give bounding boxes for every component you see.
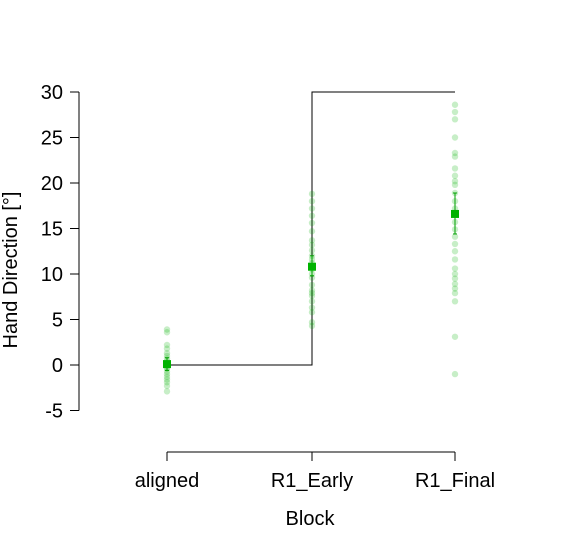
x-tick-label-R1_Final: R1_Final (415, 470, 495, 492)
data-point-R1_Final-26 (451, 298, 459, 305)
data-point-aligned-3 (163, 345, 171, 352)
data-point-aligned-1 (163, 329, 171, 336)
data-point-R1_Final-4 (451, 149, 459, 157)
data-point-aligned-13 (163, 370, 171, 378)
x-axis-title: Block (286, 508, 336, 530)
data-point-aligned-17 (163, 382, 171, 390)
data-point-R1_Final-1 (451, 108, 459, 116)
y-axis: -5 0 5 10 15 20 25 30 (41, 82, 80, 423)
data-point-R1_Early-15 (308, 281, 316, 289)
y-tick-label-30: 30 (41, 82, 63, 104)
data-point-R1_Early-1 (308, 198, 316, 205)
y-tick-label-5: 5 (52, 310, 63, 332)
data-point-R1_Early-3 (308, 212, 316, 219)
data-point-R1_Final-6 (451, 165, 459, 172)
data-point-R1_Final-9 (451, 181, 459, 189)
data-point-R1_Early-19 (308, 298, 316, 305)
y-tick-label-15: 15 (41, 219, 63, 241)
data-point-aligned-0 (163, 326, 171, 333)
data-point-R1_Early-7 (308, 241, 316, 249)
data-point-R1_Final-2 (451, 116, 459, 123)
data-point-R1_Early-0 (308, 190, 316, 198)
y-tick-label-0: 0 (52, 355, 63, 377)
data-point-R1_Final-19 (451, 256, 459, 263)
data-point-R1_Early-5 (308, 228, 316, 235)
data-point-R1_Early-4 (308, 219, 316, 227)
data-point-R1_Early-6 (308, 237, 316, 244)
data-point-R1_Early-2 (308, 205, 316, 212)
data-point-R1_Final-28 (451, 370, 459, 378)
data-point-R1_Final-24 (451, 285, 459, 292)
y-axis-title: Hand Direction [°] (0, 192, 22, 349)
data-point-R1_Final-3 (451, 134, 459, 141)
data-point-aligned-14 (163, 373, 171, 381)
data-point-R1_Early-22 (308, 319, 316, 326)
y-tick-label-25: 25 (41, 128, 63, 150)
rotation-schedule (167, 91, 455, 366)
data-point-aligned-4 (163, 349, 171, 357)
data-point-R1_Early-23 (308, 322, 316, 330)
data-point-R1_Early-16 (308, 287, 316, 294)
data-point-R1_Early-8 (308, 247, 316, 254)
data-point-aligned-18 (163, 388, 171, 395)
data-point-aligned-12 (163, 368, 171, 375)
data-points (163, 101, 459, 395)
x-tick-label-R1_Early: R1_Early (271, 470, 353, 492)
data-point-R1_Final-23 (451, 280, 459, 288)
mean-marker-aligned (163, 360, 171, 369)
data-point-R1_Final-21 (451, 270, 459, 278)
x-axis: aligned R1_Early R1_Final (135, 451, 495, 492)
data-point-R1_Final-25 (451, 289, 459, 297)
data-point-R1_Final-8 (451, 177, 459, 185)
data-point-R1_Final-5 (451, 153, 459, 160)
block-means (163, 192, 459, 371)
y-tick-label-10: 10 (41, 264, 63, 286)
x-tick-label-aligned: aligned (135, 470, 200, 492)
data-point-aligned-2 (163, 341, 171, 349)
y-tick-label-20: 20 (41, 173, 63, 195)
data-point-R1_Final-16 (451, 233, 459, 240)
data-point-aligned-16 (163, 379, 171, 386)
data-point-R1_Final-20 (451, 265, 459, 272)
data-point-R1_Final-0 (451, 101, 459, 108)
data-point-R1_Final-17 (451, 240, 459, 248)
data-point-R1_Final-27 (451, 333, 459, 340)
mean-marker-R1_Final (451, 209, 459, 218)
data-point-aligned-15 (163, 376, 171, 383)
data-point-R1_Early-20 (308, 304, 316, 311)
data-point-R1_Final-22 (451, 275, 459, 282)
data-point-R1_Early-17 (308, 289, 316, 297)
data-point-R1_Final-7 (451, 172, 459, 179)
data-point-R1_Final-18 (451, 248, 459, 255)
schedule-line (167, 91, 455, 366)
data-point-R1_Early-21 (308, 309, 316, 316)
y-tick-label--5: -5 (45, 401, 63, 423)
data-point-R1_Early-18 (308, 292, 316, 300)
mean-marker-R1_Early (308, 262, 316, 271)
